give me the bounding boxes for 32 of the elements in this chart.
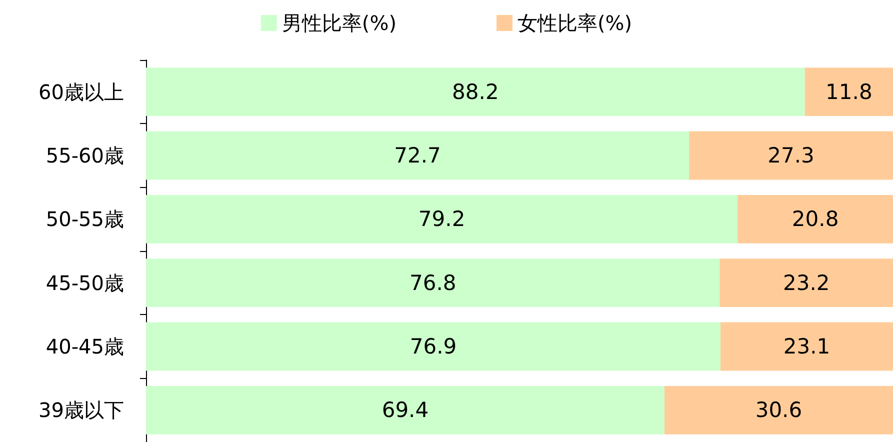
data-label: 27.3 bbox=[768, 144, 814, 168]
data-label: 72.7 bbox=[394, 144, 441, 168]
bar bbox=[146, 258, 720, 308]
bar bbox=[146, 322, 720, 371]
data-label: 20.8 bbox=[792, 207, 839, 232]
legend-label: 女性比率(%) bbox=[518, 11, 632, 35]
data-label: 23.2 bbox=[782, 270, 830, 295]
bar bbox=[720, 258, 893, 308]
bar bbox=[804, 68, 893, 116]
data-label: 69.4 bbox=[382, 398, 429, 422]
bar bbox=[146, 131, 690, 180]
data-label: 30.6 bbox=[755, 398, 802, 422]
data-label: 11.8 bbox=[826, 80, 872, 104]
y-tick-label: 45-50歳 bbox=[46, 270, 124, 295]
data-label: 76.8 bbox=[409, 270, 456, 295]
legend-label: 男性比率(%) bbox=[282, 11, 396, 35]
bar bbox=[738, 194, 893, 244]
y-tick-label: 50-55歳 bbox=[46, 207, 124, 232]
bar bbox=[720, 322, 893, 371]
bar bbox=[146, 194, 738, 244]
bar bbox=[146, 68, 805, 116]
y-tick-label: 40-45歳 bbox=[46, 334, 124, 358]
data-label: 76.9 bbox=[410, 334, 457, 358]
bar bbox=[146, 386, 664, 434]
bar bbox=[689, 131, 893, 180]
data-label: 88.2 bbox=[452, 80, 499, 104]
bar bbox=[664, 386, 893, 434]
y-tick-label: 55-60歳 bbox=[46, 144, 124, 168]
data-label: 79.2 bbox=[418, 207, 466, 232]
y-tick-label: 60歳以上 bbox=[38, 80, 124, 104]
y-tick-label: 39歳以下 bbox=[38, 398, 124, 422]
data-label: 23.1 bbox=[783, 334, 830, 358]
